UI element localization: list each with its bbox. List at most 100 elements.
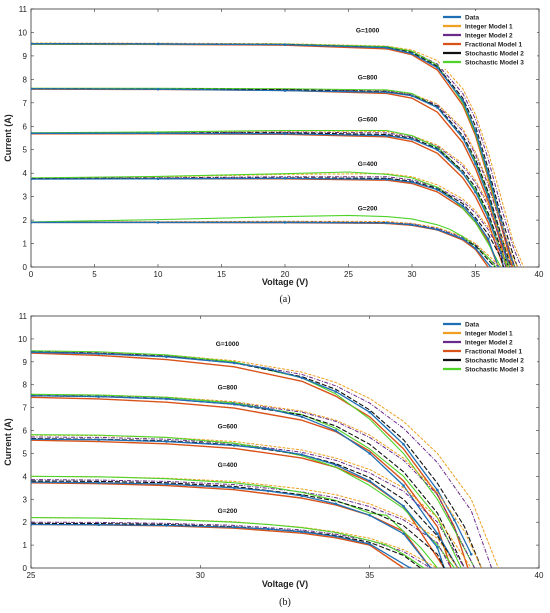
data-point [266,447,270,451]
x-tick-label: 30 [196,571,205,580]
data-point [461,171,465,175]
data-point [402,504,405,508]
data-point [469,552,473,556]
data-point [436,546,439,549]
data-point [31,177,33,181]
data-point [31,523,33,526]
data-point [31,480,33,484]
x-tick-label: 30 [408,270,417,279]
data-point [486,171,490,175]
data-point [31,350,33,354]
legend-label-stochastic-model-3: Stochastic Model 3 [465,366,524,373]
series-line-data [31,177,499,267]
data-point [368,410,371,414]
data-point [385,134,388,137]
data-point [156,87,160,91]
data-point [461,237,465,241]
y-axis-label: Current (A) [3,114,13,162]
chart-panel-a: 0 5 10 15 20 25 30 35 40 0 1 2 3 4 5 6 7 8 9 10 11 Voltage (V… [3,5,544,305]
annotation-g-800: G=800 [218,384,238,391]
y-tick-label: 2 [23,518,28,527]
data-point [474,162,477,166]
curve-group-g-1000 [31,350,499,568]
y-tick-label: 10 [18,28,27,37]
y-tick-label: 6 [23,122,28,131]
x-tick-label: 5 [92,270,97,279]
data-point [300,453,304,456]
annotation-g-600: G=600 [358,117,378,124]
series-line-integer-model-2 [31,176,507,267]
data-point [156,177,160,181]
data-point [283,177,287,180]
series-line-integer-model-1 [31,42,525,267]
y-tick-label: 5 [23,146,28,155]
series-line-stochastic-model-3 [31,393,462,568]
y-tick-label: 11 [19,312,28,321]
data-point [165,482,168,486]
data-point [402,484,405,487]
legend: Data Integer Model 1 Integer Model 2 Fracti… [440,11,537,69]
data-point [497,265,500,267]
data-point [410,180,414,184]
x-tick-label: 15 [217,270,226,279]
data-point [97,481,101,485]
y-tick-label: 11 [19,5,28,14]
curve-group-g-600 [31,434,472,568]
series-line-stochastic-model-3 [31,171,502,267]
data-point [486,195,490,198]
data-point [368,514,371,517]
data-point [300,494,304,498]
curve-group-g-600 [31,129,515,267]
data-point [300,376,304,380]
data-point [165,524,168,527]
series-line-integer-model-1 [31,87,518,267]
data-point [474,129,477,133]
curve-group-g-200 [31,517,438,568]
legend-label-stochastic-model-2: Stochastic Model 2 [465,50,524,57]
legend: Data Integer Model 1 Integer Model 2 Fracti… [440,318,537,376]
x-tick-label: 25 [344,270,353,279]
data-point [436,228,439,231]
data-point [334,390,338,393]
y-tick-label: 5 [23,449,28,458]
legend-label-stochastic-model-3: Stochastic Model 3 [465,59,524,66]
data-point [334,535,338,538]
y-tick-label: 7 [23,404,28,413]
data-point [486,237,490,241]
legend-label-stochastic-model-2: Stochastic Model 2 [465,357,524,364]
x-tick-label: 35 [365,571,374,580]
data-point [156,221,160,224]
y-tick-label: 9 [23,52,28,61]
series-line-data [31,43,515,267]
data-point [31,87,33,91]
data-point [486,216,490,220]
curve-group-g-400 [31,171,509,267]
series-line-stochastic-model-2 [31,480,445,568]
x-axis-label: Voltage (V) [262,579,308,589]
data-point [402,442,405,446]
legend-label-integer-model-1: Integer Model 1 [465,23,513,30]
y-tick-label: 0 [23,564,28,573]
data-point [97,438,101,442]
data-point [334,429,338,432]
data-point [436,148,439,152]
series-line-integer-model-2 [31,394,476,568]
legend-label-integer-model-2: Integer Model 2 [465,32,513,39]
y-tick-label: 9 [23,358,28,367]
data-point [300,530,304,534]
y-tick-label: 6 [23,427,28,436]
annotation-g-200: G=200 [218,508,238,515]
annotation-g-400: G=400 [218,462,238,469]
series-line-integer-model-1 [31,220,502,267]
y-tick-label: 0 [23,263,28,272]
legend-box [440,11,537,69]
data-point [232,361,236,365]
data-point [436,66,439,69]
data-point [461,204,465,208]
y-tick-label: 7 [23,99,28,108]
y-tick-label: 8 [23,381,28,390]
series-line-stochastic-model-3 [31,129,508,267]
y-tick-label: 2 [23,216,28,225]
data-point [31,42,33,46]
